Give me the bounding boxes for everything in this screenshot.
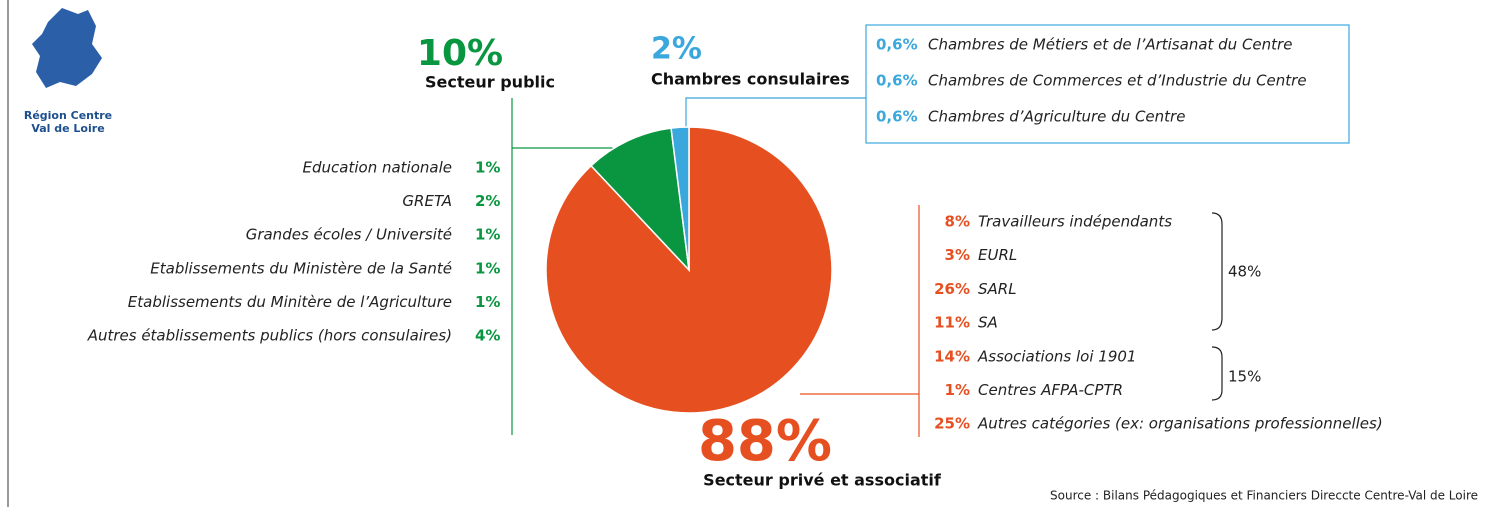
region-label: Région Centre — [24, 109, 112, 122]
source: Source : Bilans Pédagogiques et Financie… — [1050, 489, 1478, 503]
slice-label: 88% — [698, 409, 832, 474]
item-label: Autres établissements publics (hors cons… — [87, 327, 452, 345]
item-share: 1% — [475, 159, 500, 177]
leader-line — [512, 147, 619, 156]
slice-name: Chambres consulaires — [651, 70, 850, 89]
item-label: Chambres de Commerces et d’Industrie du … — [928, 72, 1307, 90]
slice-label: 10% — [417, 33, 503, 74]
brace — [1211, 212, 1223, 331]
item-label: Travailleurs indépendants — [978, 213, 1172, 231]
item-share: 1% — [475, 226, 500, 244]
item-share: 0,6% — [876, 36, 918, 54]
item-label: Autres catégories (ex: organisations pro… — [977, 415, 1383, 433]
item-label: EURL — [978, 246, 1017, 264]
item-label: SA — [978, 314, 998, 332]
pie-slice — [590, 127, 691, 273]
pie-slice — [670, 126, 690, 271]
item-label: Grandes écoles / Université — [246, 226, 452, 244]
item-label: GRETA — [402, 192, 452, 210]
item-label: Etablissements du Ministère de la Santé — [150, 259, 452, 277]
item-share: 1% — [945, 381, 970, 399]
item-label: Associations loi 1901 — [977, 347, 1136, 365]
item-share: 4% — [475, 327, 500, 345]
item-share: 14% — [934, 347, 970, 365]
item-label: Education nationale — [303, 159, 452, 177]
item-label: Centres AFPA-CPTR — [978, 381, 1123, 399]
item-share: 0,6% — [876, 72, 918, 90]
item-share: 11% — [934, 314, 970, 332]
pie-slice — [545, 126, 833, 414]
item-label: Etablissements du Minitère de l’Agricult… — [128, 293, 452, 311]
item-share: 1% — [475, 259, 500, 277]
group-total: 48% — [1228, 263, 1261, 281]
item-share: 8% — [945, 213, 970, 231]
item-label: SARL — [978, 280, 1017, 298]
item-share: 1% — [475, 293, 500, 311]
region-label: Val de Loire — [31, 122, 104, 135]
item-share: 25% — [934, 415, 970, 433]
group-total: 15% — [1228, 368, 1261, 386]
item-share: 26% — [934, 280, 970, 298]
leader-line — [685, 97, 866, 128]
slice-name: Secteur privé et associatif — [703, 471, 942, 490]
item-label: Chambres d’Agriculture du Centre — [928, 108, 1185, 126]
slice-name: Secteur public — [425, 73, 555, 92]
item-share: 2% — [475, 192, 500, 210]
region-map — [32, 8, 102, 88]
item-label: Chambres de Métiers et de l’Artisanat du… — [928, 36, 1292, 54]
brace — [1211, 346, 1223, 401]
item-share: 3% — [945, 246, 970, 264]
consular-box — [865, 24, 1350, 144]
slice-label: 2% — [651, 32, 702, 67]
item-share: 0,6% — [876, 108, 918, 126]
